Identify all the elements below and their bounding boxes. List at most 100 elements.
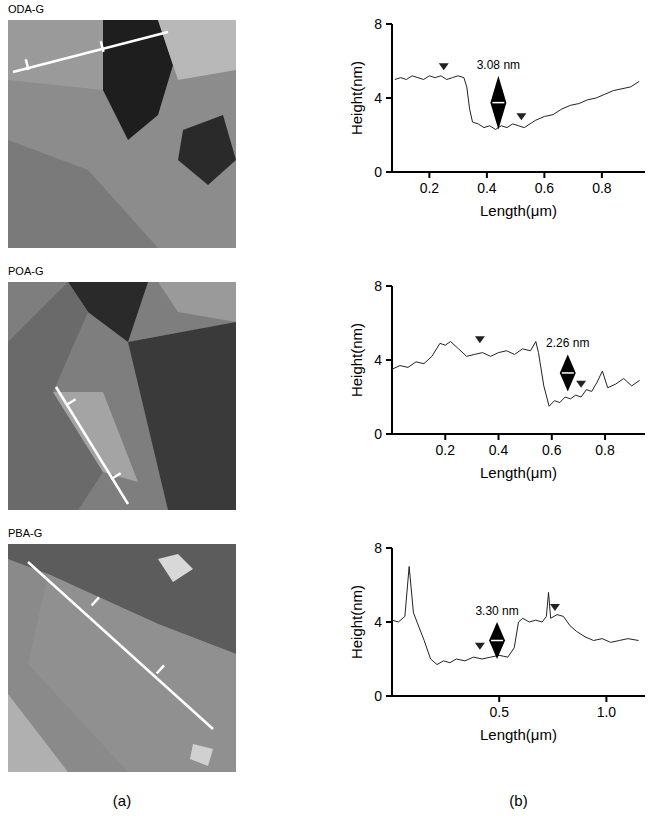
cursor xyxy=(550,604,560,611)
y-tick xyxy=(386,23,392,25)
cursor xyxy=(475,643,485,650)
afm-feature xyxy=(103,20,173,140)
section-line xyxy=(13,32,168,72)
afm-feature xyxy=(158,282,236,322)
x-tick xyxy=(605,696,607,702)
panel-title: POA-G xyxy=(8,265,43,277)
step-label: 2.26 nm xyxy=(546,336,589,350)
y-tick-label: 8 xyxy=(374,540,382,556)
y-tick-label: 8 xyxy=(374,16,382,32)
x-tick xyxy=(428,172,430,178)
panel-title: PBA-G xyxy=(8,527,42,539)
x-tick-label: 1.0 xyxy=(597,704,617,720)
y-tick-label: 4 xyxy=(374,90,382,106)
afm-feature xyxy=(178,115,236,185)
x-tick xyxy=(486,172,488,178)
x-tick xyxy=(604,434,606,440)
step-arrow-mid xyxy=(562,372,574,374)
afm-feature xyxy=(53,392,138,482)
y-tick-label: 0 xyxy=(374,426,382,442)
section-marker xyxy=(26,59,29,70)
label-patch xyxy=(473,603,520,619)
row: PBA-G0480.51.0Length(μm)Height(nm)3.30 n… xyxy=(8,527,645,772)
height-profile xyxy=(395,76,639,130)
afm-feature xyxy=(8,694,68,772)
afm-feature xyxy=(158,20,236,80)
step-label: 3.30 nm xyxy=(475,604,518,618)
step-arrow-mid xyxy=(492,102,504,104)
label-patch xyxy=(544,335,591,351)
y-tick-label: 0 xyxy=(374,164,382,180)
height-profile xyxy=(392,342,640,407)
plot-marks xyxy=(392,567,639,665)
afm-feature xyxy=(190,744,213,766)
y-axis-title: Height(nm) xyxy=(348,585,365,659)
section-marker xyxy=(157,665,164,673)
step-arrow xyxy=(489,622,505,659)
y-tick xyxy=(386,285,392,287)
y-tick xyxy=(386,547,392,549)
cursor xyxy=(475,336,485,343)
height-profile xyxy=(392,567,639,665)
x-tick xyxy=(551,434,553,440)
x-tick xyxy=(543,172,545,178)
y-tick-label: 8 xyxy=(374,278,382,294)
row: ODA-G 0 4 8 0.2 0.4 0.6 0.8 Length(μm) Height(nm)… xyxy=(8,3,645,248)
afm-image xyxy=(8,544,236,772)
x-axis-title: Length(μm) xyxy=(480,202,557,219)
afm-background xyxy=(8,20,236,248)
x-tick-label: 0.4 xyxy=(489,442,509,458)
x-axis-title: Length(μm) xyxy=(480,726,557,743)
section-marker xyxy=(111,473,120,479)
y-tick xyxy=(386,359,392,361)
x-tick-label: 0.4 xyxy=(477,180,497,196)
x-axis xyxy=(391,433,645,435)
y-tick xyxy=(386,433,392,435)
x-tick-label: 0.2 xyxy=(436,442,456,458)
x-tick-label: 0.5 xyxy=(489,704,509,720)
step-arrow xyxy=(490,76,506,130)
x-tick-label: 0.2 xyxy=(420,180,440,196)
afm-image xyxy=(8,282,236,510)
y-axis-title: Height(nm) xyxy=(348,61,365,135)
afm-feature xyxy=(158,554,193,582)
y-tick xyxy=(386,695,392,697)
afm-background xyxy=(8,544,236,772)
cursor xyxy=(516,113,526,120)
x-tick-label: 0.6 xyxy=(535,180,555,196)
panel-label: (a) xyxy=(113,792,131,809)
figure: ODA-G 0 4 8 0.2 0.4 0.6 0.8 Length(μm) Height(nm)… xyxy=(0,0,656,816)
plot-marks xyxy=(395,63,639,129)
row: POA-G0480.20.40.60.8Length(μm)Height(nm)… xyxy=(8,265,645,510)
y-tick xyxy=(386,97,392,99)
y-tick xyxy=(386,171,392,173)
step-label: 3.08 nm xyxy=(477,58,520,72)
y-tick-label: 4 xyxy=(374,352,382,368)
section-line xyxy=(56,387,128,504)
afm-feature xyxy=(8,140,158,248)
afm-image xyxy=(8,20,236,248)
afm-feature xyxy=(128,322,236,510)
step-arrow-mid xyxy=(491,640,503,642)
section-marker xyxy=(92,597,99,605)
x-tick xyxy=(498,434,500,440)
afm-background xyxy=(8,282,236,510)
section-marker xyxy=(66,399,75,405)
panel-title: ODA-G xyxy=(8,3,44,15)
x-tick-label: 0.8 xyxy=(595,442,615,458)
x-tick-label: 0.8 xyxy=(592,180,612,196)
x-tick xyxy=(601,172,603,178)
plot-marks xyxy=(392,336,640,406)
label-patch xyxy=(475,57,522,73)
cursor xyxy=(576,381,586,388)
step-arrow xyxy=(560,354,576,391)
section-marker xyxy=(101,41,104,52)
afm-feature xyxy=(8,20,103,90)
y-tick xyxy=(386,621,392,623)
y-tick-label: 0 xyxy=(374,688,382,704)
x-axis-title: Length(μm) xyxy=(480,464,557,481)
panel-label: (b) xyxy=(509,792,527,809)
cursor xyxy=(439,63,449,70)
x-tick-label: 0.6 xyxy=(542,442,562,458)
section-line xyxy=(28,562,213,729)
